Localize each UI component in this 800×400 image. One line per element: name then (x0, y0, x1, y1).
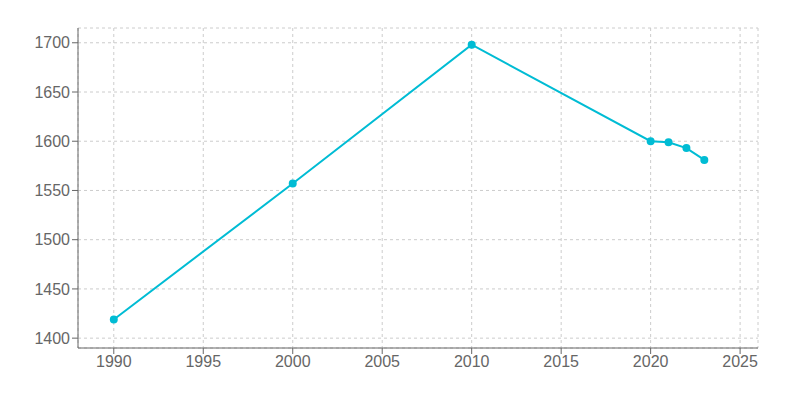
svg-text:1450: 1450 (34, 281, 70, 298)
svg-text:2005: 2005 (364, 353, 400, 370)
svg-text:1995: 1995 (185, 353, 221, 370)
svg-text:2025: 2025 (722, 353, 758, 370)
svg-text:2020: 2020 (633, 353, 669, 370)
svg-text:1400: 1400 (34, 330, 70, 347)
svg-text:1700: 1700 (34, 34, 70, 51)
svg-text:1600: 1600 (34, 133, 70, 150)
svg-text:2015: 2015 (543, 353, 579, 370)
svg-text:2010: 2010 (454, 353, 490, 370)
svg-text:1550: 1550 (34, 182, 70, 199)
svg-text:1990: 1990 (96, 353, 132, 370)
svg-text:1500: 1500 (34, 231, 70, 248)
svg-text:2000: 2000 (275, 353, 311, 370)
svg-text:1650: 1650 (34, 84, 70, 101)
